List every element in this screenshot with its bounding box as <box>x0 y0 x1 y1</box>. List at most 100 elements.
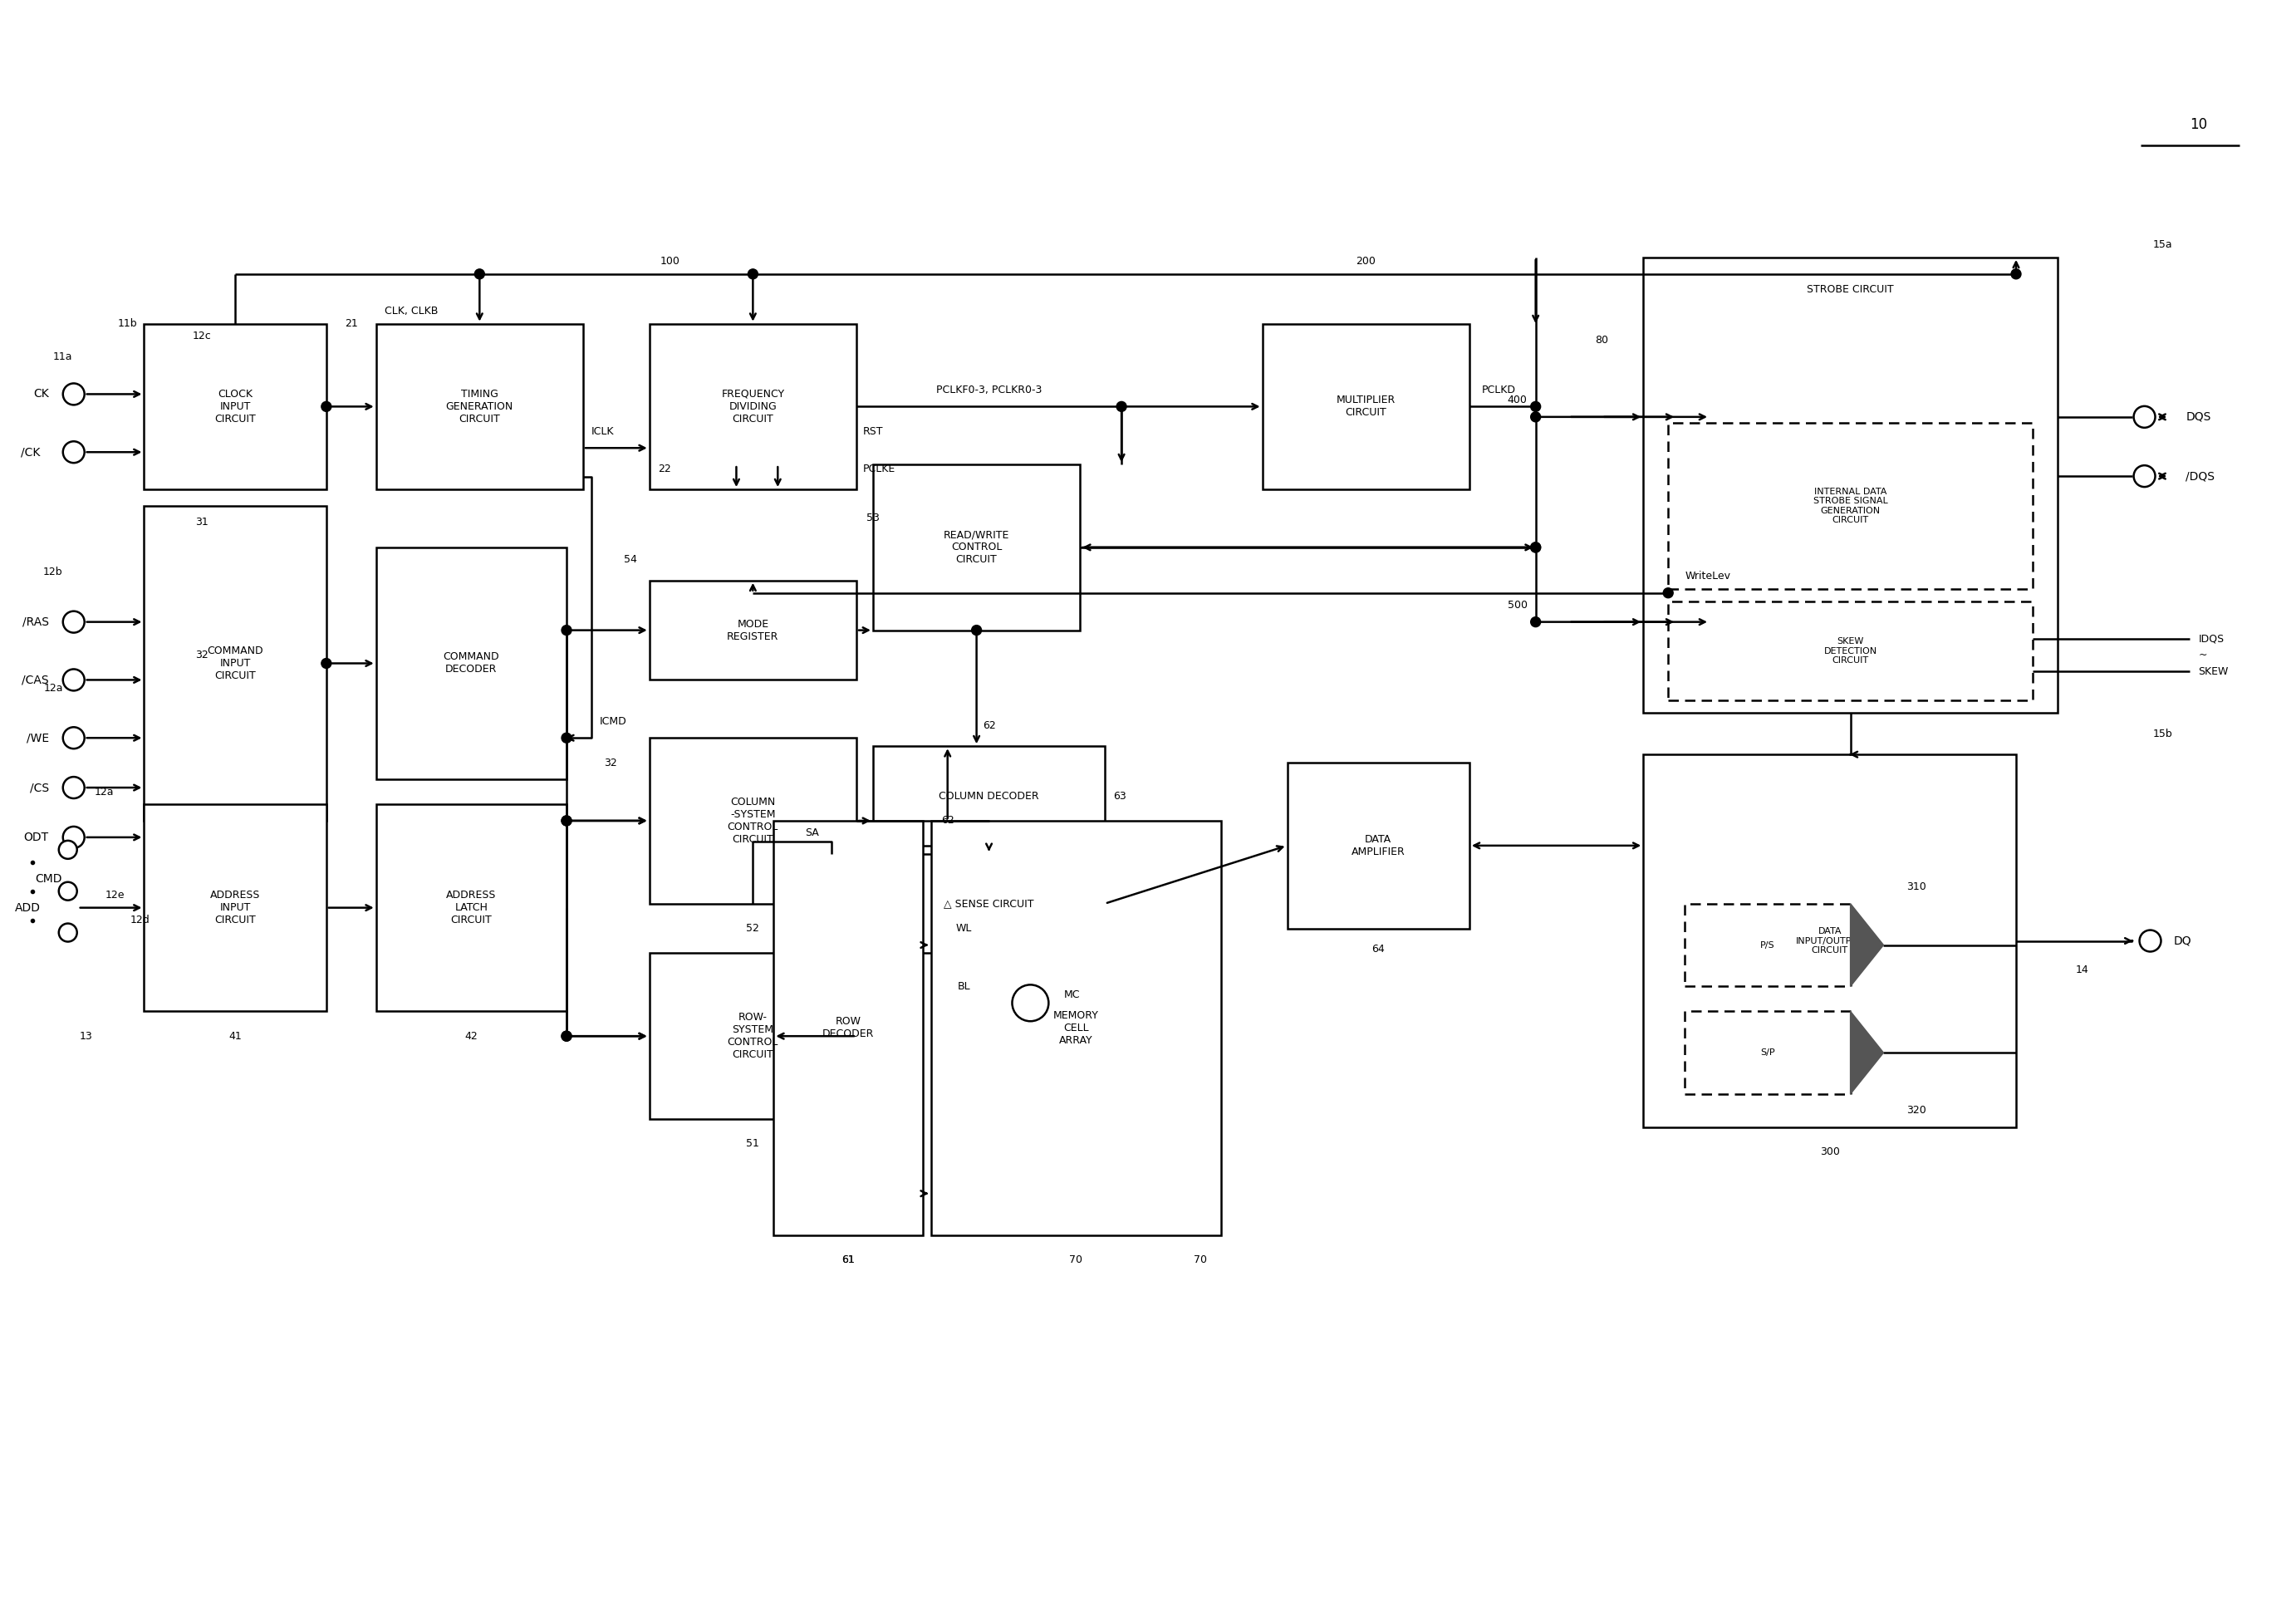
Text: ICLK: ICLK <box>592 427 615 436</box>
Text: 53: 53 <box>866 514 879 523</box>
Text: 12d: 12d <box>131 914 149 926</box>
Text: STROBE CIRCUIT: STROBE CIRCUIT <box>1807 283 1894 295</box>
Bar <box>1685 1011 1851 1095</box>
Text: CLK, CLKB: CLK, CLKB <box>383 306 439 317</box>
Text: CLOCK
INPUT
CIRCUIT: CLOCK INPUT CIRCUIT <box>214 388 255 425</box>
Circle shape <box>1116 401 1127 412</box>
Polygon shape <box>1851 903 1883 987</box>
Circle shape <box>321 658 331 668</box>
Text: P/S: P/S <box>1761 940 1775 950</box>
Text: 70: 70 <box>1070 1254 1084 1265</box>
Text: /DQS: /DQS <box>2186 470 2216 481</box>
Circle shape <box>475 269 484 279</box>
Circle shape <box>62 383 85 404</box>
Text: CK: CK <box>32 388 48 399</box>
Text: COMMAND
INPUT
CIRCUIT: COMMAND INPUT CIRCUIT <box>207 646 264 681</box>
Bar <box>145 506 326 821</box>
Text: MODE
REGISTER: MODE REGISTER <box>728 618 778 642</box>
Text: 11b: 11b <box>117 319 138 328</box>
Text: ADDRESS
LATCH
CIRCUIT: ADDRESS LATCH CIRCUIT <box>445 890 496 926</box>
Circle shape <box>2140 931 2161 952</box>
Text: MC: MC <box>1063 989 1079 1000</box>
Text: DATA
INPUT/OUTPUT
CIRCUIT: DATA INPUT/OUTPUT CIRCUIT <box>1795 927 1864 955</box>
Text: 12c: 12c <box>193 330 211 341</box>
Text: 12e: 12e <box>106 890 124 900</box>
Bar <box>1644 755 2016 1127</box>
Circle shape <box>563 816 572 826</box>
Text: 62: 62 <box>983 720 996 731</box>
Text: CMD: CMD <box>34 873 62 884</box>
Circle shape <box>1531 543 1541 552</box>
Text: COLUMN DECODER: COLUMN DECODER <box>939 791 1040 802</box>
Text: 80: 80 <box>1596 335 1609 346</box>
Bar <box>377 547 567 779</box>
Text: 63: 63 <box>1114 791 1127 802</box>
Text: 61: 61 <box>843 1254 854 1265</box>
Text: SA: SA <box>806 828 820 839</box>
Circle shape <box>62 728 85 749</box>
Circle shape <box>1531 543 1541 552</box>
Text: /CK: /CK <box>21 446 41 457</box>
Text: /WE: /WE <box>25 733 48 744</box>
Text: 15a: 15a <box>2154 240 2172 251</box>
Circle shape <box>62 670 85 691</box>
Text: 10: 10 <box>2190 118 2206 132</box>
Bar <box>1288 763 1469 929</box>
Text: 62: 62 <box>941 815 955 826</box>
Bar <box>1669 423 2032 589</box>
Circle shape <box>1531 617 1541 626</box>
Circle shape <box>971 625 980 636</box>
Text: PCLKF0-3, PCLKR0-3: PCLKF0-3, PCLKR0-3 <box>937 385 1042 396</box>
Text: 21: 21 <box>344 319 358 328</box>
Text: 12b: 12b <box>44 567 62 578</box>
Text: PCLKE: PCLKE <box>863 464 895 473</box>
Text: 100: 100 <box>661 256 680 267</box>
Text: RST: RST <box>863 427 884 436</box>
Text: /CS: /CS <box>30 782 48 794</box>
Polygon shape <box>1851 1011 1883 1095</box>
Bar <box>1644 258 2057 713</box>
Text: 500: 500 <box>1508 601 1527 610</box>
Text: WriteLev: WriteLev <box>1685 572 1731 581</box>
Circle shape <box>1013 985 1049 1021</box>
Text: WL: WL <box>955 923 971 934</box>
Text: 300: 300 <box>1821 1146 1839 1158</box>
Circle shape <box>62 826 85 848</box>
Text: 42: 42 <box>464 1030 478 1042</box>
Circle shape <box>62 441 85 464</box>
Text: /RAS: /RAS <box>23 617 48 628</box>
Circle shape <box>2133 465 2156 486</box>
Circle shape <box>2133 406 2156 428</box>
Bar <box>872 745 1104 845</box>
Text: △ SENSE CIRCUIT: △ SENSE CIRCUIT <box>944 898 1033 910</box>
Text: COMMAND
DECODER: COMMAND DECODER <box>443 652 498 675</box>
Bar <box>145 803 326 1011</box>
Text: 22: 22 <box>657 464 670 473</box>
Bar <box>650 581 856 679</box>
Text: SKEW
DETECTION
CIRCUIT: SKEW DETECTION CIRCUIT <box>1823 638 1878 665</box>
Text: MULTIPLIER
CIRCUIT: MULTIPLIER CIRCUIT <box>1336 394 1396 419</box>
Text: 13: 13 <box>80 1030 92 1042</box>
Text: ODT: ODT <box>23 831 48 844</box>
Text: ~: ~ <box>2197 650 2206 660</box>
Text: IDQS: IDQS <box>2197 633 2225 644</box>
Text: ADD: ADD <box>14 902 41 913</box>
Bar <box>1263 324 1469 489</box>
Bar <box>872 465 1079 630</box>
Text: 320: 320 <box>1906 1106 1926 1116</box>
Bar <box>1669 601 2032 700</box>
Text: DATA
AMPLIFIER: DATA AMPLIFIER <box>1352 834 1405 857</box>
Text: TIMING
GENERATION
CIRCUIT: TIMING GENERATION CIRCUIT <box>445 388 514 425</box>
Bar <box>650 324 856 489</box>
Circle shape <box>563 625 572 636</box>
Bar <box>650 953 856 1119</box>
Bar <box>930 821 1221 1235</box>
Text: FREQUENCY
DIVIDING
CIRCUIT: FREQUENCY DIVIDING CIRCUIT <box>721 388 785 425</box>
Text: BL: BL <box>957 980 971 992</box>
Text: DQS: DQS <box>2186 411 2211 423</box>
Circle shape <box>321 401 331 412</box>
Text: MEMORY
CELL
ARRAY: MEMORY CELL ARRAY <box>1054 1009 1100 1045</box>
Circle shape <box>60 882 78 900</box>
Text: 52: 52 <box>746 923 760 934</box>
Text: 14: 14 <box>2076 964 2089 976</box>
